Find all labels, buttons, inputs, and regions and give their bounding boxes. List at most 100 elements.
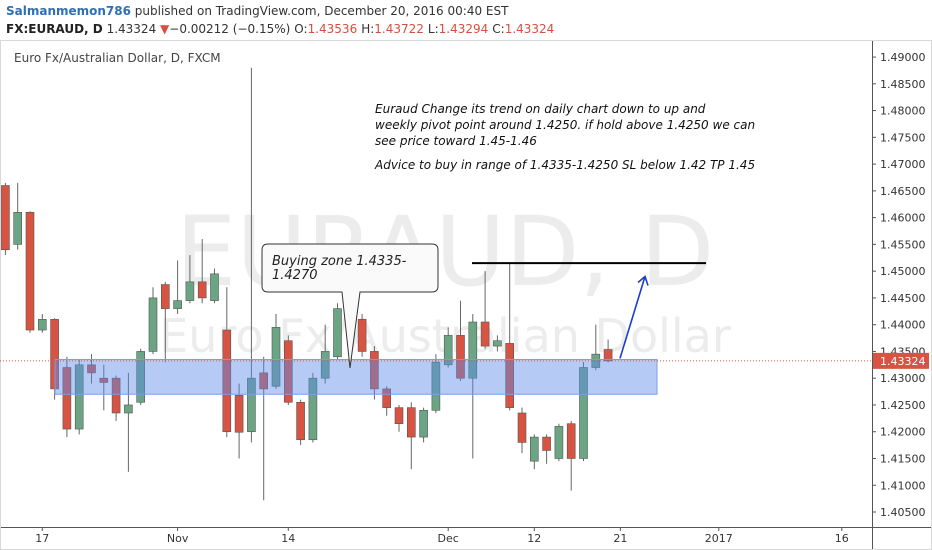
candle-body	[13, 211, 22, 245]
candle-body	[124, 404, 133, 414]
annotation-line: weekly pivot point around 1.4250. if hol…	[375, 118, 755, 132]
ohlc-label: O:	[294, 22, 308, 36]
candle-body	[173, 300, 182, 309]
callout	[261, 243, 439, 369]
arrow: ▼	[160, 22, 170, 36]
ohlc-value: 1.43722	[374, 22, 424, 36]
candle-body	[382, 388, 392, 408]
y-tick-label: 1.46500	[880, 185, 926, 198]
y-tick-label: 1.49000	[880, 51, 926, 64]
candle-body	[603, 349, 613, 362]
candle-body	[1, 185, 10, 251]
ohlc-label: C:	[492, 22, 505, 36]
y-tick-label: 1.42000	[880, 426, 926, 439]
y-tick-label: 1.48000	[880, 105, 926, 118]
ohlc-value: 1.43324	[504, 22, 555, 36]
candle-body	[517, 412, 527, 443]
arrow-head	[637, 275, 649, 286]
symbol: FX:EURAUD, D	[6, 22, 103, 36]
y-tick-label: 1.47500	[880, 131, 926, 144]
x-tick-label: 12	[527, 532, 541, 545]
y-tick-label: 1.43000	[880, 372, 926, 385]
candle-body	[443, 335, 453, 366]
candle-body	[99, 377, 109, 383]
y-tick-label: 1.40500	[880, 506, 926, 519]
candle-body	[579, 367, 588, 459]
trend-arrow	[619, 276, 646, 359]
candle-body	[111, 377, 121, 414]
candle-body	[493, 340, 502, 347]
candle-body	[529, 436, 539, 462]
candle-body	[370, 351, 379, 390]
annotation-line: Advice to buy in range of 1.4335-1.4250 …	[374, 158, 755, 172]
y-tick-label: 1.45000	[880, 265, 926, 278]
y-tick-label: 1.42500	[880, 399, 926, 412]
y-tick-label: 1.47000	[880, 158, 926, 171]
header-line-1: Salmanmemon786 published on TradingView.…	[6, 2, 554, 20]
y-tick-label: 1.44000	[880, 319, 926, 332]
x-tick-label: 17	[35, 532, 49, 545]
ohlc-value: 1.43536	[307, 22, 358, 36]
published: published on TradingView.com, December 2…	[130, 4, 509, 18]
annotation-line: see price toward 1.45-1.46	[375, 134, 537, 148]
candle-body	[554, 426, 564, 459]
candle-body	[283, 340, 293, 403]
candle-body	[148, 297, 158, 352]
change: −0.00212 (−0.15%)	[169, 22, 291, 36]
candle-body	[333, 308, 342, 358]
candle-body	[136, 351, 145, 403]
candle-body	[296, 401, 305, 441]
candle-body	[87, 364, 96, 374]
author[interactable]: Salmanmemon786	[6, 4, 131, 18]
last-price-box	[873, 352, 929, 369]
candle-body	[234, 395, 244, 433]
candle-body	[62, 367, 72, 430]
y-tick-label: 1.46000	[880, 212, 926, 225]
last-price-label: 1.43324	[880, 355, 926, 368]
x-tick-label: 2017	[705, 532, 733, 545]
y-tick-label: 1.44500	[880, 292, 926, 305]
candle-body	[320, 351, 330, 379]
ohlc-label: L:	[427, 22, 439, 36]
x-tick-label: Dec	[438, 532, 459, 545]
chart-title: Euro Fx/Australian Dollar, D, FXCM	[14, 51, 221, 65]
candle-body	[259, 372, 269, 390]
y-tick-label: 1.48500	[880, 78, 926, 91]
header-line-2: FX:EURAUD, D 1.43324 ▼−0.00212 (−0.15%) O…	[6, 20, 554, 38]
candle-body	[222, 329, 232, 433]
candle-body	[394, 407, 404, 424]
callout-line: 1.4270	[272, 268, 318, 283]
candle-body	[161, 284, 170, 309]
candle-body	[271, 327, 281, 387]
candle-body	[25, 211, 35, 331]
candle-body	[247, 377, 256, 433]
candle-body	[456, 335, 465, 379]
header: Salmanmemon786 published on TradingView.…	[6, 2, 554, 38]
callout-line: Buying zone 1.4335-	[272, 254, 407, 269]
candle-body	[468, 321, 478, 379]
x-tick-label: 16	[835, 532, 849, 545]
buying-zone	[54, 358, 658, 395]
y-tick-label: 1.41500	[880, 452, 926, 465]
candle-body	[505, 343, 515, 408]
y-tick-label: 1.41000	[880, 479, 926, 492]
x-tick-label: 21	[613, 532, 627, 545]
candle-body	[308, 377, 318, 441]
candle-body	[210, 273, 219, 301]
last: 1.43324	[106, 22, 157, 36]
candle-body	[197, 281, 207, 299]
candle-body	[185, 281, 195, 301]
ohlc-label: H:	[361, 22, 375, 36]
annotation-line: Euraud Change its trend on daily chart d…	[375, 102, 706, 116]
y-tick-label: 1.45500	[880, 238, 926, 251]
ohlc-value: 1.43294	[438, 22, 489, 36]
x-tick-label: Nov	[167, 532, 189, 545]
candle-body	[74, 364, 84, 430]
candle-body	[542, 436, 551, 451]
candle-body	[431, 361, 441, 411]
x-tick-label: 14	[281, 532, 295, 545]
candle-body	[357, 319, 367, 352]
candle-body	[37, 319, 47, 331]
